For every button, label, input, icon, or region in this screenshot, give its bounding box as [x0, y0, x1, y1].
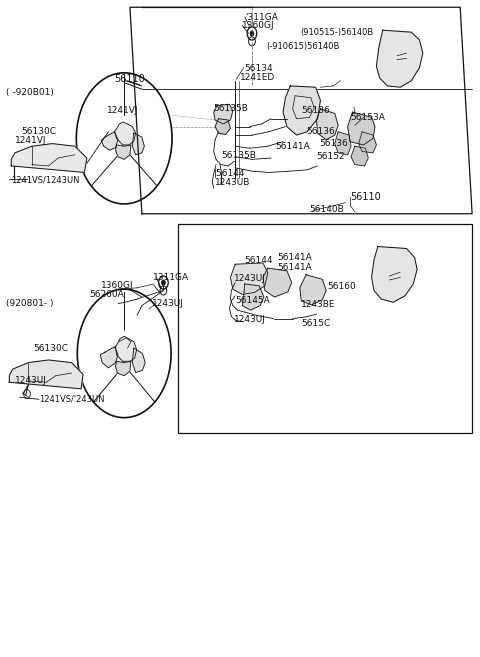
Text: 56136: 56136 — [306, 127, 335, 136]
Polygon shape — [376, 30, 423, 87]
Polygon shape — [317, 109, 338, 140]
Text: 56141A: 56141A — [277, 263, 312, 272]
Circle shape — [161, 280, 165, 285]
Polygon shape — [116, 336, 137, 361]
Text: 1360GJ: 1360GJ — [101, 281, 134, 290]
Text: 1241VJ: 1241VJ — [15, 137, 47, 145]
Text: 56145A: 56145A — [235, 296, 270, 306]
Bar — [178, 223, 472, 434]
Text: 56136: 56136 — [319, 139, 348, 148]
Text: 56141A: 56141A — [277, 253, 312, 262]
Polygon shape — [101, 132, 118, 150]
Text: 1243UB: 1243UB — [215, 179, 250, 187]
Text: 56110: 56110 — [350, 193, 381, 202]
Polygon shape — [263, 268, 292, 297]
Text: (910515-)56140B: (910515-)56140B — [300, 28, 373, 37]
Text: 56144: 56144 — [244, 256, 272, 265]
Text: 56130C: 56130C — [21, 127, 56, 136]
Text: 5615C: 5615C — [301, 319, 331, 328]
Polygon shape — [348, 112, 375, 145]
Text: 56136: 56136 — [301, 106, 330, 115]
Circle shape — [250, 31, 254, 36]
Text: '311GA: '311GA — [245, 12, 277, 22]
Polygon shape — [132, 348, 145, 373]
Polygon shape — [242, 284, 264, 310]
Text: 1243UJ: 1243UJ — [152, 299, 183, 308]
Text: |56144: |56144 — [214, 170, 245, 178]
Text: 56110: 56110 — [115, 74, 145, 84]
Text: 1311GA: 1311GA — [153, 273, 189, 282]
Text: 1241VS/'243UN: 1241VS/'243UN — [39, 394, 105, 403]
Polygon shape — [335, 132, 351, 155]
Text: 1241ED: 1241ED — [240, 73, 275, 82]
Text: 1243UJ: 1243UJ — [234, 315, 266, 324]
Polygon shape — [9, 360, 83, 389]
Text: 56160: 56160 — [327, 282, 356, 291]
Text: 1243BE: 1243BE — [301, 300, 336, 309]
Polygon shape — [214, 104, 233, 124]
Text: 1241VJ: 1241VJ — [107, 106, 138, 116]
Polygon shape — [215, 119, 230, 135]
Text: 56135B: 56135B — [214, 104, 249, 114]
Polygon shape — [116, 361, 131, 376]
Text: 56135B: 56135B — [221, 151, 256, 160]
Text: 1241VS/1243UN: 1241VS/1243UN — [11, 176, 80, 185]
Polygon shape — [359, 132, 376, 153]
Polygon shape — [300, 275, 326, 305]
Polygon shape — [283, 86, 321, 135]
Text: (-910615)56140B: (-910615)56140B — [266, 42, 340, 51]
Text: ( -920B01): ( -920B01) — [6, 88, 54, 97]
Text: 56130C: 56130C — [33, 344, 68, 353]
Polygon shape — [351, 147, 368, 166]
Text: (920801- ): (920801- ) — [6, 299, 54, 308]
Text: 56140B: 56140B — [310, 205, 344, 214]
Text: 1243UJ: 1243UJ — [234, 274, 266, 283]
Polygon shape — [132, 133, 144, 155]
Polygon shape — [100, 347, 118, 368]
Polygon shape — [372, 246, 417, 302]
Circle shape — [32, 371, 36, 376]
Polygon shape — [116, 145, 131, 160]
Text: 56134: 56134 — [244, 64, 273, 74]
Polygon shape — [230, 263, 268, 294]
Text: 56152: 56152 — [317, 152, 345, 160]
Text: 56153A: 56153A — [350, 113, 385, 122]
Polygon shape — [11, 144, 87, 173]
Text: 1360GJ: 1360GJ — [242, 21, 275, 30]
Text: 56260A: 56260A — [89, 290, 124, 299]
Circle shape — [37, 155, 40, 159]
Text: 1243UJ: 1243UJ — [15, 376, 47, 386]
Text: 56141A: 56141A — [275, 142, 310, 150]
Polygon shape — [115, 122, 136, 145]
